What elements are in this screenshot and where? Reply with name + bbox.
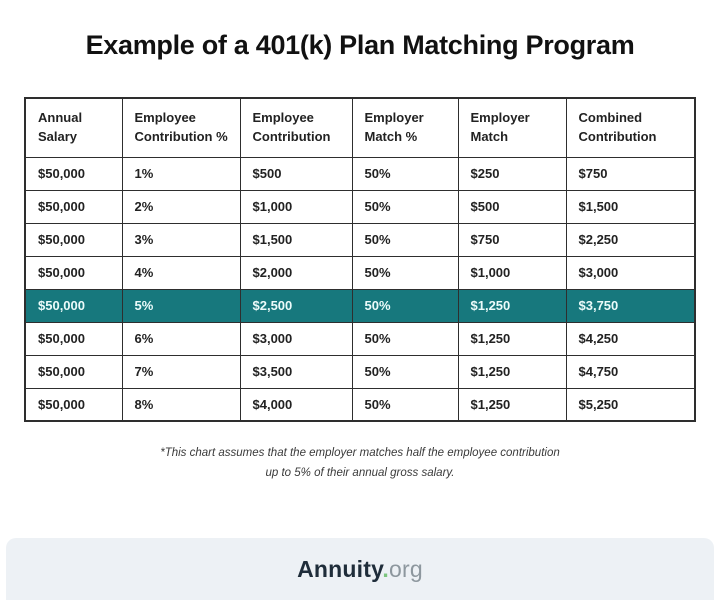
cell-employee-contribution: $2,000 <box>239 255 353 290</box>
cell-employer-match: $250 <box>457 156 567 191</box>
cell-employer-match: $1,250 <box>457 354 567 389</box>
cell-employer-match: $1,250 <box>457 288 567 323</box>
cell-employee-contribution-pct: 3% <box>121 222 241 257</box>
column-header-employee-contribution-pct: Employee Contribution % <box>121 97 241 158</box>
table-header-row: Annual Salary Employee Contribution % Em… <box>24 97 696 158</box>
footnote-line-1: *This chart assumes that the employer ma… <box>160 447 560 460</box>
cell-employer-match-pct: 50% <box>351 354 459 389</box>
page-title: Example of a 401(k) Plan Matching Progra… <box>85 30 635 60</box>
cell-employer-match-pct: 50% <box>351 321 459 356</box>
table-row: $50,000 1% $500 50% $250 $750 <box>24 156 696 191</box>
cell-employer-match: $1,000 <box>457 255 567 290</box>
cell-employer-match-pct: 50% <box>351 288 459 323</box>
cell-annual-salary: $50,000 <box>24 255 123 290</box>
cell-employer-match-pct: 50% <box>351 222 459 257</box>
table-row: $50,000 4% $2,000 50% $1,000 $3,000 <box>24 255 696 290</box>
cell-annual-salary: $50,000 <box>24 288 123 323</box>
annuity-org-logo: Annuity.org <box>297 556 423 583</box>
brand-tld: org <box>389 555 423 582</box>
cell-employee-contribution-pct: 5% <box>121 288 241 323</box>
cell-employee-contribution: $1,500 <box>239 222 353 257</box>
cell-combined-contribution: $4,750 <box>565 354 696 389</box>
cell-employee-contribution: $1,000 <box>239 189 353 224</box>
column-header-annual-salary: Annual Salary <box>24 97 123 158</box>
cell-annual-salary: $50,000 <box>24 321 123 356</box>
cell-employer-match-pct: 50% <box>351 156 459 191</box>
cell-combined-contribution: $4,250 <box>565 321 696 356</box>
cell-combined-contribution: $2,250 <box>565 222 696 257</box>
cell-employee-contribution-pct: 1% <box>121 156 241 191</box>
cell-employer-match-pct: 50% <box>351 255 459 290</box>
footer-brand-bar: Annuity.org <box>6 538 714 600</box>
cell-combined-contribution: $3,750 <box>565 288 696 323</box>
cell-employee-contribution-pct: 2% <box>121 189 241 224</box>
column-header-employer-match: Employer Match <box>457 97 567 158</box>
cell-employee-contribution: $2,500 <box>239 288 353 323</box>
table-row: $50,000 2% $1,000 50% $500 $1,500 <box>24 189 696 224</box>
footnote: *This chart assumes that the employer ma… <box>0 444 720 483</box>
cell-employer-match: $500 <box>457 189 567 224</box>
footnote-line-2: up to 5% of their annual gross salary. <box>265 466 455 479</box>
brand-dot: . <box>382 555 390 582</box>
cell-employee-contribution-pct: 8% <box>121 387 241 422</box>
cell-employee-contribution-pct: 4% <box>121 255 241 290</box>
cell-employee-contribution: $4,000 <box>239 387 353 422</box>
brand-name: Annuity <box>297 555 383 582</box>
cell-employer-match: $1,250 <box>457 321 567 356</box>
cell-annual-salary: $50,000 <box>24 387 123 422</box>
cell-annual-salary: $50,000 <box>24 222 123 257</box>
matching-program-table: Annual Salary Employee Contribution % Em… <box>24 97 696 423</box>
cell-employer-match: $750 <box>457 222 567 257</box>
cell-annual-salary: $50,000 <box>24 354 123 389</box>
table-row-highlighted: $50,000 5% $2,500 50% $1,250 $3,750 <box>24 288 696 323</box>
cell-combined-contribution: $1,500 <box>565 189 696 224</box>
cell-combined-contribution: $3,000 <box>565 255 696 290</box>
cell-employer-match: $1,250 <box>457 387 567 422</box>
cell-combined-contribution: $5,250 <box>565 387 696 422</box>
column-header-employee-contribution: Employee Contribution <box>239 97 353 158</box>
cell-employee-contribution: $3,000 <box>239 321 353 356</box>
cell-employer-match-pct: 50% <box>351 189 459 224</box>
cell-annual-salary: $50,000 <box>24 189 123 224</box>
table-row: $50,000 7% $3,500 50% $1,250 $4,750 <box>24 354 696 389</box>
column-header-employer-match-pct: Employer Match % <box>351 97 459 158</box>
table-row: $50,000 8% $4,000 50% $1,250 $5,250 <box>24 387 696 422</box>
cell-employer-match-pct: 50% <box>351 387 459 422</box>
cell-employee-contribution: $3,500 <box>239 354 353 389</box>
table-row: $50,000 3% $1,500 50% $750 $2,250 <box>24 222 696 257</box>
cell-annual-salary: $50,000 <box>24 156 123 191</box>
cell-employee-contribution-pct: 6% <box>121 321 241 356</box>
column-header-combined-contribution: Combined Contribution <box>565 97 696 158</box>
cell-combined-contribution: $750 <box>565 156 696 191</box>
cell-employee-contribution-pct: 7% <box>121 354 241 389</box>
table-row: $50,000 6% $3,000 50% $1,250 $4,250 <box>24 321 696 356</box>
cell-employee-contribution: $500 <box>239 156 353 191</box>
